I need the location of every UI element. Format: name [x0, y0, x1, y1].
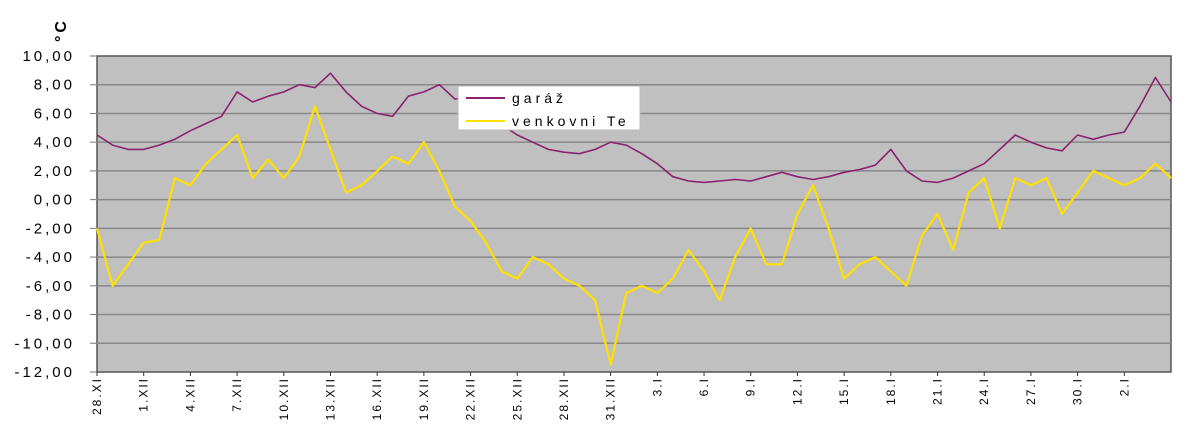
x-tick-label: 10.XII — [277, 377, 291, 420]
x-tick-label: 2.I — [1117, 377, 1131, 396]
y-unit-label: °C — [53, 18, 70, 42]
legend-label-venkovni: venkovni Te — [512, 113, 630, 129]
x-tick-label: 28.XI — [90, 377, 104, 415]
x-tick-label: 27.I — [1024, 377, 1038, 405]
x-tick-label: 21.I — [931, 377, 945, 405]
x-tick-label: 30.I — [1071, 377, 1085, 405]
y-tick-label: 2,00 — [34, 163, 75, 180]
y-tick-label: -8,00 — [26, 307, 75, 324]
legend-box — [457, 85, 641, 131]
x-axis-ticks: 28.XI 1.XII 4.XII 7.XII 10.XII 13.XII 16.XII 19… — [90, 372, 1131, 420]
x-tick-label: 9.I — [744, 377, 758, 396]
y-tick-label: -6,00 — [26, 278, 75, 295]
y-tick-label: -10,00 — [14, 335, 75, 352]
y-tick-label: 6,00 — [34, 105, 75, 122]
y-tick-label: 10,00 — [22, 48, 75, 65]
x-tick-label: 1.XII — [137, 377, 151, 412]
x-tick-label: 7.XII — [230, 377, 244, 412]
x-tick-label: 25.XII — [510, 377, 524, 420]
y-tick-label: 8,00 — [34, 77, 75, 94]
legend: garáž venkovni Te — [457, 85, 641, 131]
legend-label-garaz: garáž — [512, 90, 567, 106]
x-tick-label: 15.I — [837, 377, 851, 405]
series-lines — [95, 72, 1172, 366]
y-axis-ticks: 10,00 8,00 6,00 4,00 2,00 0,00 -2,00 -4,00 -6,00… — [14, 48, 97, 381]
x-tick-label: 28.XII — [557, 377, 571, 420]
x-tick-label: 19.XII — [417, 377, 431, 420]
x-tick-label: 3.I — [650, 377, 664, 396]
y-tick-label: 4,00 — [34, 134, 75, 151]
x-tick-label: 16.XII — [370, 377, 384, 420]
x-tick-label: 22.XII — [464, 377, 478, 420]
x-tick-label: 31.XII — [604, 377, 618, 420]
y-tick-label: -4,00 — [26, 249, 75, 266]
series-line-garaz — [96, 72, 1172, 184]
series-line-venkovni — [95, 105, 1172, 366]
gridlines — [97, 83, 1171, 345]
x-tick-label: 12.I — [790, 377, 804, 405]
x-tick-label: 18.I — [884, 377, 898, 405]
x-tick-label: 13.XII — [323, 377, 337, 420]
y-tick-label: -12,00 — [14, 364, 75, 381]
x-tick-label: 6.I — [697, 377, 711, 396]
y-tick-label: -2,00 — [26, 220, 75, 237]
y-tick-label: 0,00 — [34, 192, 75, 209]
x-tick-label: 4.XII — [183, 377, 197, 412]
x-tick-label: 24.I — [977, 377, 991, 405]
